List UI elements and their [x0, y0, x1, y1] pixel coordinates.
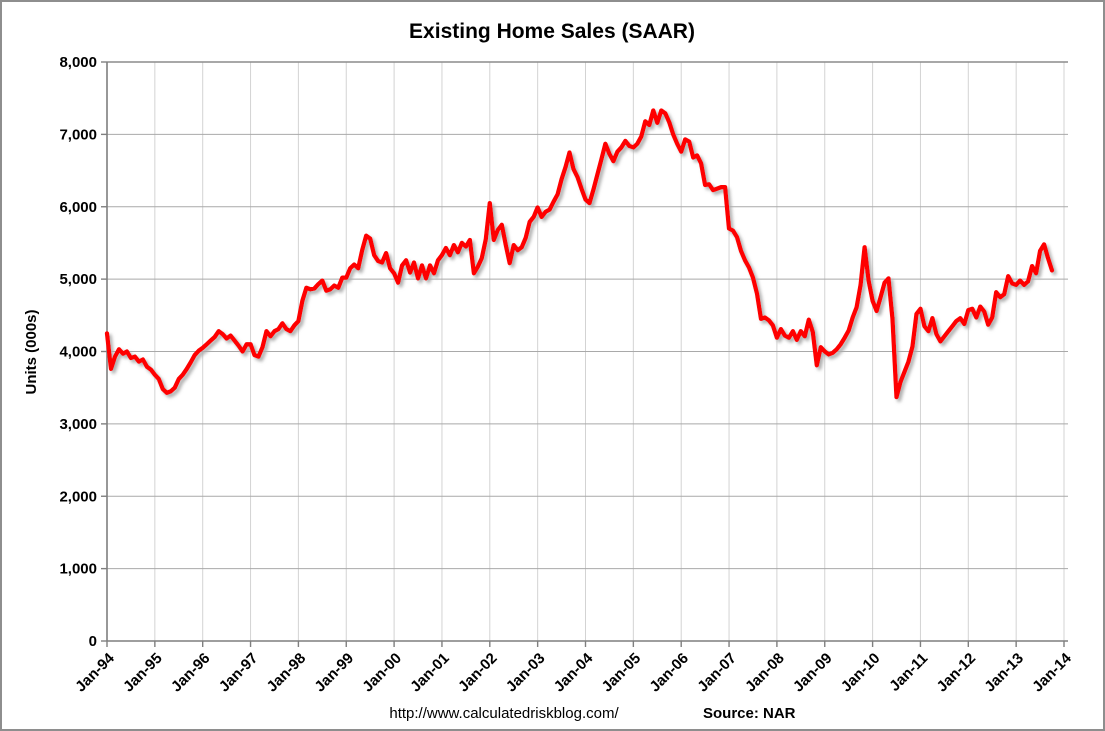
y-tick-label: 7,000 [59, 126, 97, 143]
y-tick-label: 3,000 [59, 416, 97, 433]
x-tick-label: Jan-99 [311, 650, 357, 696]
y-tick-label: 6,000 [59, 199, 97, 216]
y-tick-label: 8,000 [59, 54, 97, 71]
x-axis-tick-labels: Jan-94 Jan-95 Jan-96 Jan-97 Jan-98 Jan-99 Jan-… [72, 649, 1075, 695]
x-tick-label: Jan-05 [599, 650, 645, 696]
y-tick-label: 0 [89, 633, 97, 650]
x-tick-label: Jan-11 [886, 650, 931, 695]
x-tick-label: Jan-14 [1029, 649, 1075, 695]
x-tick-label: Jan-02 [455, 650, 501, 696]
x-tick-label: Jan-07 [694, 650, 740, 696]
y-axis-tick-labels: 0 1,000 2,000 3,000 4,000 5,000 6,000 7,000 8,00… [59, 54, 97, 650]
x-tick-label: Jan-06 [646, 650, 692, 696]
y-tick-label: 2,000 [59, 488, 97, 505]
x-tick-label: Jan-04 [551, 649, 597, 695]
y-axis-title: Units (000s) [23, 309, 40, 394]
gridlines [107, 61, 1068, 641]
x-tick-label: Jan-13 [981, 650, 1027, 696]
x-tick-label: Jan-97 [216, 650, 262, 696]
x-tick-label: Jan-10 [838, 650, 884, 696]
y-tick-label: 1,000 [59, 561, 97, 578]
x-tick-label: Jan-03 [503, 650, 549, 696]
footer-url-text: http://www.calculatedriskblog.com/ [389, 705, 619, 722]
footer-source-text: Source: NAR [703, 705, 796, 722]
x-tick-label: Jan-09 [790, 650, 836, 696]
x-tick-label: Jan-94 [72, 649, 118, 695]
x-tick-label: Jan-98 [264, 650, 310, 696]
x-tick-label: Jan-08 [742, 650, 788, 696]
y-tick-label: 4,000 [59, 344, 97, 361]
x-tick-label: Jan-96 [168, 650, 214, 696]
y-tick-label: 5,000 [59, 271, 97, 288]
x-tick-label: Jan-00 [359, 650, 405, 696]
chart-title: Existing Home Sales (SAAR) [409, 20, 695, 43]
x-tick-label: Jan-12 [933, 650, 979, 696]
axis-ticks [101, 61, 1065, 647]
home-sales-line [104, 108, 1055, 400]
x-tick-label: Jan-01 [407, 650, 453, 696]
x-tick-label: Jan-95 [120, 650, 166, 696]
